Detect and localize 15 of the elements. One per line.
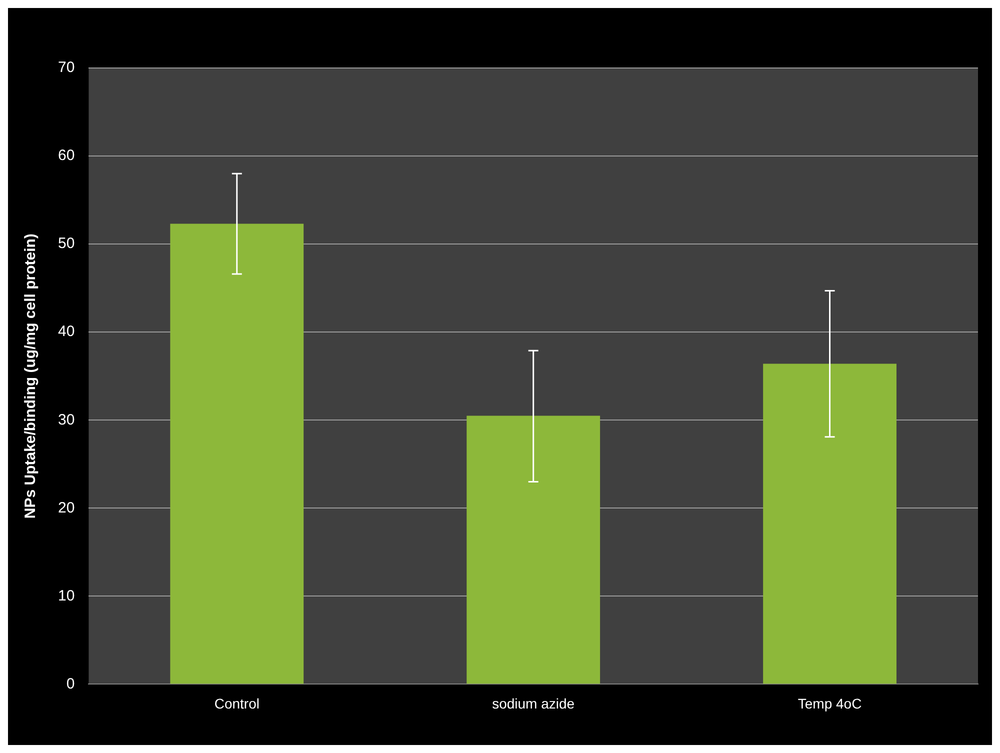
y-tick-label: 60	[58, 147, 75, 164]
y-tick-label: 70	[58, 59, 75, 76]
bar	[170, 224, 304, 684]
y-axis-title: NPs Uptake/binding (ug/mg cell protein)	[22, 234, 40, 519]
x-tick-label: Control	[214, 695, 260, 712]
y-tick-label: 20	[58, 499, 75, 516]
y-tick-label: 0	[66, 675, 75, 692]
y-tick-label: 50	[58, 235, 75, 252]
y-tick-label: 30	[58, 411, 75, 428]
x-tick-label: Temp 4oC	[798, 695, 862, 712]
bar	[763, 364, 896, 684]
y-tick-label: 40	[58, 323, 75, 340]
y-tick-label: 10	[58, 587, 75, 604]
bar	[466, 416, 600, 684]
x-tick-label: sodium azide	[492, 695, 575, 712]
